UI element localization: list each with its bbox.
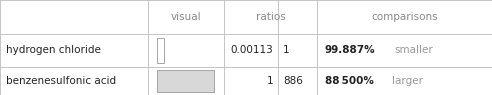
Text: smaller: smaller <box>394 45 433 55</box>
Text: visual: visual <box>170 12 201 22</box>
Bar <box>157 70 214 92</box>
Text: 886: 886 <box>283 76 303 86</box>
Text: larger: larger <box>392 76 423 86</box>
Text: benzenesulfonic acid: benzenesulfonic acid <box>6 76 116 86</box>
Text: comparisons: comparisons <box>371 12 438 22</box>
Text: ratios: ratios <box>256 12 285 22</box>
Text: 1: 1 <box>267 76 273 86</box>
Text: 99.887%: 99.887% <box>325 45 375 55</box>
Bar <box>157 38 164 63</box>
Text: 0.00113: 0.00113 <box>230 45 273 55</box>
Text: 88 500%: 88 500% <box>325 76 373 86</box>
Text: 1: 1 <box>283 45 289 55</box>
Text: hydrogen chloride: hydrogen chloride <box>6 45 101 55</box>
